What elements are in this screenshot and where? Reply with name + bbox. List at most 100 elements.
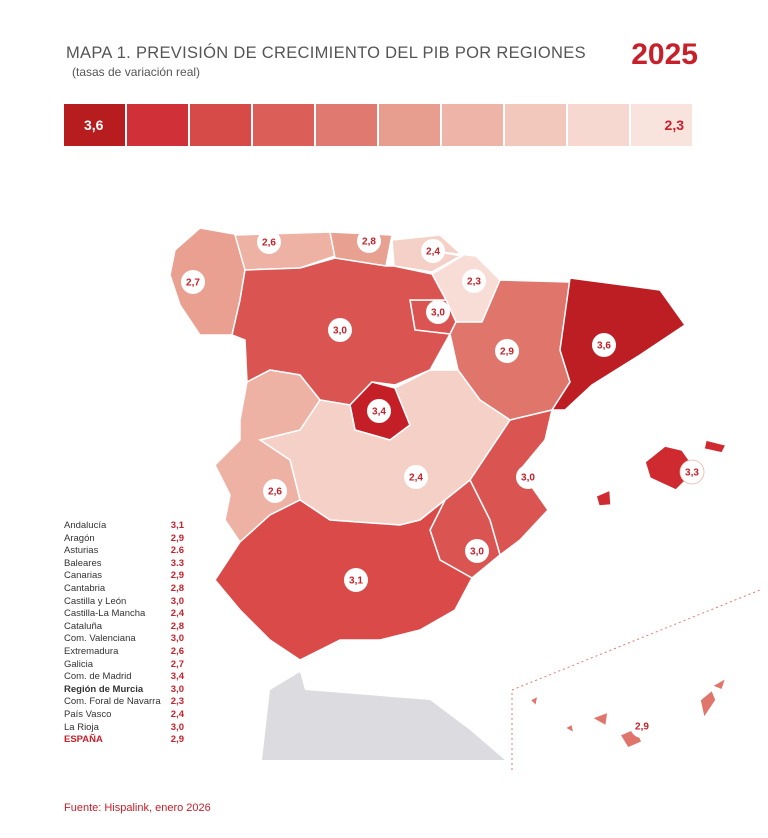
svg-text:2,9: 2,9: [500, 347, 514, 358]
map-label-canarias: 2,9: [630, 714, 654, 738]
legend-region-value: 3,1: [170, 520, 184, 531]
legend-region-name: Baleares: [64, 557, 102, 569]
svg-text:2,8: 2,8: [362, 237, 376, 248]
legend-region-value: 2,8: [170, 582, 184, 594]
legend-row: País Vasco 2,4: [64, 709, 184, 722]
legend-row: Com. Valenciana 3,0: [64, 633, 184, 646]
map-label-madrid: 3,4: [367, 399, 391, 423]
map-label-murcia: 3,0: [465, 539, 489, 563]
legend-region-name: Canarias: [64, 570, 103, 582]
map-label-extremadura: 2,6: [263, 479, 287, 503]
legend-region-value: 3,0: [170, 595, 184, 607]
legend-region-value: 3.3: [170, 557, 184, 569]
region-canarias: [710, 676, 728, 691]
map-label-galicia: 2,7: [181, 270, 205, 294]
legend-region-value: 3,0: [170, 633, 184, 645]
svg-text:2,6: 2,6: [268, 487, 282, 498]
map-label-pais-vasco: 2,4: [421, 239, 445, 263]
legend-region-name: Com. Foral de Navarra: [64, 696, 161, 708]
svg-text:3,3: 3,3: [685, 468, 699, 479]
legend-region-name: País Vasco: [64, 708, 112, 720]
legend-row: Com. de Madrid 3,4: [64, 671, 184, 684]
legend-row: Región de Murcia 3,0: [64, 684, 184, 697]
legend-region-value: 2,8: [170, 620, 184, 632]
region-canarias: [590, 710, 609, 728]
legend-region-value: 3,4: [170, 671, 184, 683]
legend-row: Castilla y León 3,0: [64, 596, 184, 609]
map-label-castilla-la-mancha: 2,4: [404, 465, 428, 489]
legend-region-name: Región de Murcia: [64, 683, 144, 695]
svg-text:2,4: 2,4: [409, 473, 423, 484]
legend-region-value: 2,9: [170, 734, 184, 746]
legend-region-value: 2.6: [170, 545, 184, 557]
region-cataluna: [550, 277, 687, 411]
legend-region-name: Castilla-La Mancha: [64, 608, 146, 620]
region-baleares: [595, 488, 612, 507]
legend-region-value: 3,0: [170, 683, 184, 695]
legend-region-value: 3,0: [170, 721, 184, 733]
region-valencia: [469, 408, 554, 557]
legend-region-value: 2,4: [170, 608, 184, 620]
scale-step: [442, 104, 503, 146]
year-label: 2025: [631, 38, 698, 71]
map-label-cataluna: 3,6: [592, 333, 616, 357]
map-label-navarra: 2,3: [462, 269, 486, 293]
scale-max-label: 3,6: [84, 117, 104, 133]
scale-step: [316, 104, 377, 146]
legend-region-name: Com. de Madrid: [64, 671, 132, 683]
legend-region-name: ESPAÑA: [64, 734, 103, 746]
legend-region-name: Extremadura: [64, 645, 119, 657]
color-scale: 3,6 2,3: [64, 104, 694, 146]
svg-text:2,4: 2,4: [426, 247, 440, 258]
svg-text:3,6: 3,6: [597, 341, 611, 352]
svg-text:3,1: 3,1: [349, 576, 363, 587]
legend-row: Aragón 2,9: [64, 533, 184, 546]
map-label-baleares: 3,3: [679, 459, 705, 485]
source-note: Fuente: Hispalink, enero 2026: [64, 802, 211, 814]
legend-row: Cataluña 2,8: [64, 621, 184, 634]
legend-region-value: 2,9: [170, 570, 184, 582]
scale-min-label: 2,3: [664, 117, 684, 133]
legend-row: ESPAÑA 2,9: [64, 734, 184, 747]
legend-row: Canarias 2,9: [64, 570, 184, 583]
legend-region-name: Aragón: [64, 532, 95, 544]
legend-region-value: 2,4: [170, 708, 184, 720]
scale-step: [379, 104, 440, 146]
map-label-castilla-leon: 3,0: [328, 318, 352, 342]
legend-region-name: Castilla y León: [64, 595, 127, 607]
legend-region-value: 2,6: [170, 645, 184, 657]
svg-text:2,6: 2,6: [262, 238, 276, 249]
svg-text:2,7: 2,7: [186, 278, 200, 289]
legend-region-name: Cantabria: [64, 582, 106, 594]
region-canarias: [563, 722, 576, 735]
legend-region-name: Andalucía: [64, 520, 107, 531]
map-label-asturias: 2,6: [257, 230, 281, 254]
svg-text:3,0: 3,0: [333, 326, 347, 337]
map-title: MAPA 1. PREVISIÓN DE CRECIMIENTO DEL PIB…: [66, 44, 586, 62]
region-legend: Andalucía 3,1 Aragón 2,9 Asturias 2.6 Baleares…: [64, 520, 184, 747]
region-canarias: [699, 688, 717, 720]
north-africa-coast: [262, 672, 505, 760]
svg-text:3,0: 3,0: [470, 547, 484, 558]
region-baleares: [703, 439, 728, 454]
scale-step: 3,6: [64, 104, 125, 146]
legend-region-name: Galicia: [64, 658, 94, 670]
legend-row: Baleares 3.3: [64, 558, 184, 571]
svg-text:3,4: 3,4: [372, 407, 386, 418]
legend-row: Com. Foral de Navarra 2,3: [64, 696, 184, 709]
legend-region-name: La Rioja: [64, 721, 99, 733]
region-canarias: [528, 694, 540, 708]
legend-row: Extremadura 2,6: [64, 646, 184, 659]
legend-region-name: Cataluña: [64, 620, 103, 632]
legend-region-name: Asturias: [64, 545, 99, 557]
map-label-cantabria: 2,8: [357, 229, 381, 253]
legend-region-value: 2,9: [170, 532, 184, 544]
map-label-valencia: 3,0: [516, 465, 540, 489]
map-label-andalucia: 3,1: [344, 568, 368, 592]
scale-step: [505, 104, 566, 146]
legend-region-value: 2,3: [170, 696, 184, 708]
scale-step: [253, 104, 314, 146]
scale-step: [127, 104, 188, 146]
canarias-inset-border: [511, 589, 761, 770]
